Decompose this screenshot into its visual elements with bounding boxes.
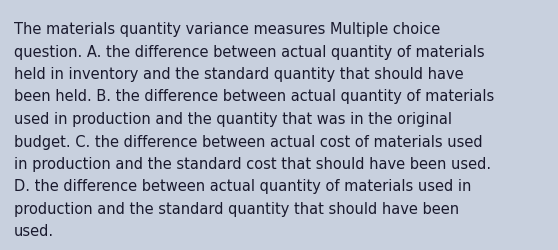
Text: used in production and the quantity that was in the original: used in production and the quantity that… xyxy=(14,112,452,126)
Text: budget. C. the difference between actual cost of materials used: budget. C. the difference between actual… xyxy=(14,134,483,149)
Text: used.: used. xyxy=(14,224,54,238)
Text: in production and the standard cost that should have been used.: in production and the standard cost that… xyxy=(14,156,491,171)
Text: production and the standard quantity that should have been: production and the standard quantity tha… xyxy=(14,201,459,216)
Text: D. the difference between actual quantity of materials used in: D. the difference between actual quantit… xyxy=(14,179,472,194)
Text: been held. B. the difference between actual quantity of materials: been held. B. the difference between act… xyxy=(14,89,494,104)
Text: The materials quantity variance measures Multiple choice: The materials quantity variance measures… xyxy=(14,22,440,37)
Text: held in inventory and the standard quantity that should have: held in inventory and the standard quant… xyxy=(14,67,464,82)
Text: question. A. the difference between actual quantity of materials: question. A. the difference between actu… xyxy=(14,44,485,59)
